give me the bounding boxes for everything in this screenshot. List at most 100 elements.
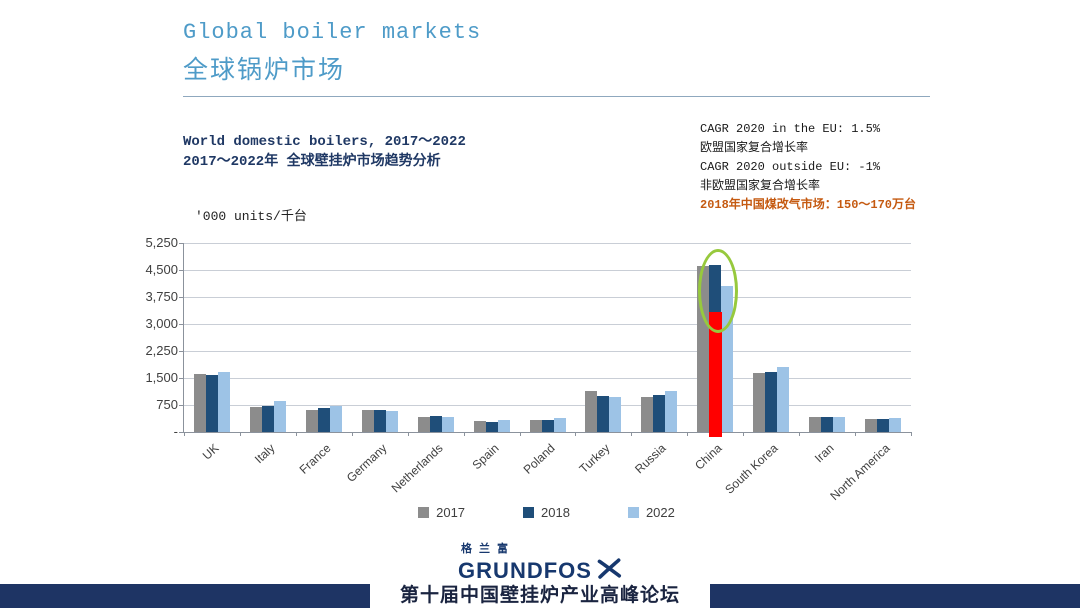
x-axis-tick bbox=[743, 432, 745, 436]
page-title-chinese: 全球锅炉市场 bbox=[183, 57, 346, 86]
subtitle-zh: 2017～2022年 全球壁挂炉市场趋势分析 bbox=[183, 154, 441, 170]
y-axis-label: 3,750 bbox=[145, 289, 178, 304]
x-axis-tick bbox=[407, 432, 409, 436]
bar-2017-germany bbox=[361, 410, 374, 432]
y-axis-label: 2,250 bbox=[145, 343, 178, 358]
bar-2022-uk bbox=[217, 371, 230, 432]
legend-swatch-2018 bbox=[523, 507, 535, 518]
bar-2022-turkey bbox=[609, 396, 622, 432]
bar-2018-france bbox=[317, 407, 330, 432]
bar-2022-russia bbox=[665, 390, 678, 432]
grundfos-logo-wordmark: GRUNDFOS bbox=[458, 557, 592, 583]
y-axis-label: 1,500 bbox=[145, 370, 178, 385]
x-axis-tick bbox=[463, 432, 465, 436]
annotation-cagr-outside-eu-zh: 非欧盟国家复合增长率 bbox=[700, 179, 821, 193]
gridline bbox=[184, 324, 911, 325]
y-axis-tick bbox=[179, 351, 184, 352]
bar-2022-poland bbox=[553, 418, 566, 432]
bar-2018-turkey bbox=[597, 396, 610, 432]
legend-item-2018: 2018 bbox=[523, 505, 570, 520]
legend-label: 2022 bbox=[645, 505, 675, 520]
y-axis-label: 4,500 bbox=[145, 262, 178, 277]
y-axis-tick bbox=[179, 243, 184, 244]
gridline bbox=[184, 405, 911, 406]
x-axis-tick bbox=[239, 432, 241, 436]
x-axis-line bbox=[183, 432, 911, 433]
gridline bbox=[184, 351, 911, 352]
bar-2018-spain bbox=[485, 421, 498, 432]
bar-2018-germany bbox=[373, 409, 386, 432]
bar-2018-russia bbox=[653, 394, 666, 432]
x-axis-tick bbox=[519, 432, 521, 436]
x-axis-tick bbox=[799, 432, 801, 436]
bar-2018-south-korea bbox=[765, 372, 778, 432]
x-axis-tick bbox=[184, 432, 185, 436]
bar-2017-netherlands bbox=[417, 416, 430, 432]
china-red-bar bbox=[708, 312, 722, 437]
bar-2018-iran bbox=[821, 416, 834, 432]
legend-label: 2018 bbox=[541, 505, 570, 520]
x-axis-tick bbox=[351, 432, 353, 436]
y-axis-label: 3,000 bbox=[145, 316, 178, 331]
bar-2017-iran bbox=[809, 416, 822, 432]
gridline bbox=[184, 297, 911, 298]
bar-2018-poland bbox=[541, 420, 554, 432]
bar-2022-south-korea bbox=[777, 367, 790, 432]
x-axis-tick bbox=[911, 432, 912, 436]
subtitle-en: World domestic boilers, 2017～2022 bbox=[183, 134, 466, 150]
bar-2022-france bbox=[329, 405, 342, 432]
x-axis-tick bbox=[631, 432, 633, 436]
y-axis-tick bbox=[179, 297, 184, 298]
y-axis-label: 750 bbox=[156, 397, 178, 412]
annotation-cagr-eu: CAGR 2020 in the EU: 1.5% bbox=[700, 122, 881, 136]
footer-banner-box: 第十届中国壁挂炉产业高峰论坛 bbox=[370, 579, 710, 608]
bar-2017-south-korea bbox=[753, 372, 766, 432]
legend-item-2022: 2022 bbox=[627, 505, 675, 520]
legend-swatch-2017 bbox=[418, 507, 430, 518]
gridline bbox=[184, 243, 911, 244]
bar-2022-italy bbox=[273, 401, 286, 432]
y-axis-units-label: '000 units/千台 bbox=[195, 209, 307, 224]
forum-title: 第十届中国壁挂炉产业高峰论坛 bbox=[399, 585, 680, 606]
footer-banner: 第十届中国壁挂炉产业高峰论坛 bbox=[0, 579, 1080, 608]
bar-2022-netherlands bbox=[441, 416, 454, 432]
bar-2022-north-america bbox=[889, 417, 902, 432]
bar-2018-italy bbox=[261, 405, 274, 432]
bar-2017-north-america bbox=[865, 419, 878, 432]
legend-swatch-2022 bbox=[627, 507, 639, 518]
grundfos-logo: 格兰富 GRUNDFOS bbox=[458, 540, 622, 585]
y-axis-tick bbox=[179, 378, 184, 379]
plot-area: 5,250 4,500 3,750 3,000 2,250 1,500 750- UK Ital… bbox=[145, 235, 912, 503]
bar-2018-uk bbox=[205, 375, 218, 432]
y-axis-tick bbox=[179, 432, 184, 433]
bar-2018-north-america bbox=[877, 418, 890, 432]
bar-2017-spain bbox=[473, 421, 486, 432]
y-axis-label: - bbox=[173, 424, 178, 439]
grundfos-x-icon bbox=[596, 556, 622, 585]
page-title: Global boiler markets bbox=[183, 20, 482, 45]
grundfos-logo-chinese: 格兰富 bbox=[461, 543, 516, 555]
bar-2022-spain bbox=[497, 420, 510, 432]
chart-subtitle: World domestic boilers, 2017～2022 2017～2… bbox=[183, 132, 466, 172]
bar-2017-russia bbox=[641, 396, 654, 432]
annotation-china-coal-to-gas: 2018年中国煤改气市场：150～170万台 bbox=[700, 198, 917, 212]
y-axis-label: 5,250 bbox=[145, 235, 178, 250]
y-axis-tick bbox=[179, 405, 184, 406]
annotation-cagr-outside-eu: CAGR 2020 outside EU: -1% bbox=[700, 160, 881, 174]
title-divider bbox=[183, 96, 930, 97]
bar-2017-poland bbox=[529, 420, 542, 432]
bar-2017-france bbox=[305, 410, 318, 432]
cagr-annotations: CAGR 2020 in the EU: 1.5% 欧盟国家复合增长率 CAGR… bbox=[700, 120, 916, 215]
x-axis-tick bbox=[575, 432, 577, 436]
bar-2017-italy bbox=[249, 406, 262, 432]
bar-2018-netherlands bbox=[429, 415, 442, 432]
gridline bbox=[184, 378, 911, 379]
chart-legend: 2017 2018 2022 bbox=[183, 505, 910, 520]
x-axis-tick bbox=[855, 432, 857, 436]
x-axis-tick bbox=[687, 432, 689, 436]
legend-label: 2017 bbox=[436, 505, 466, 520]
x-axis-tick bbox=[295, 432, 297, 436]
gridline bbox=[184, 270, 911, 271]
bar-2017-turkey bbox=[585, 390, 598, 432]
